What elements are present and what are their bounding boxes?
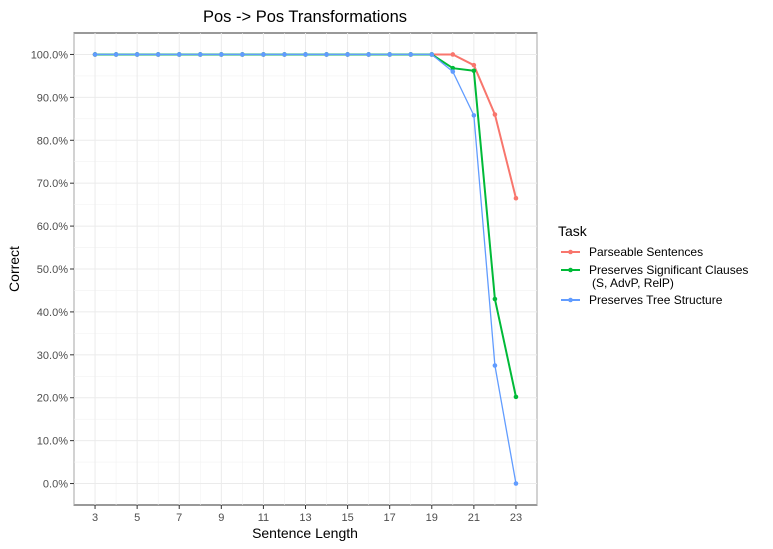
- grid-lines: [73, 33, 538, 505]
- data-point: [387, 52, 392, 57]
- data-point: [513, 195, 519, 201]
- data-point: [155, 52, 161, 57]
- data-point: [492, 112, 498, 117]
- y-tick-label: 80.0%: [37, 135, 68, 147]
- legend-key-point: [568, 267, 573, 273]
- y-tick-label: 30.0%: [37, 350, 68, 362]
- data-point: [471, 113, 477, 118]
- y-tick-label: 100.0%: [31, 49, 69, 61]
- y-axis-title: Correct: [6, 246, 22, 292]
- x-tick-label: 13: [299, 512, 311, 524]
- data-point: [113, 52, 119, 57]
- data-point: [450, 65, 456, 71]
- data-point: [176, 52, 182, 57]
- data-point: [345, 52, 350, 57]
- series-layer: [92, 52, 519, 486]
- data-point: [492, 363, 498, 368]
- legend-title: Task: [558, 223, 588, 239]
- x-tick-label: 19: [426, 512, 438, 524]
- data-point: [282, 52, 287, 57]
- y-tick-label: 70.0%: [37, 178, 68, 190]
- legend-label: Parseable Sentences: [589, 245, 703, 259]
- x-tick-label: 11: [258, 512, 269, 524]
- data-point: [219, 52, 224, 57]
- data-point: [513, 394, 519, 400]
- data-point: [303, 52, 308, 57]
- series-3: [92, 52, 519, 486]
- data-point: [492, 296, 498, 302]
- y-tick-label: 60.0%: [37, 221, 68, 233]
- y-tick-label: 10.0%: [37, 436, 68, 448]
- x-tick-label: 5: [134, 512, 140, 524]
- legend: Task Parseable Sentences Preserves Signif…: [558, 223, 748, 307]
- x-axis-title: Sentence Length: [252, 525, 358, 541]
- data-point: [261, 52, 266, 57]
- data-point: [450, 52, 456, 57]
- legend-key-point: [568, 297, 573, 303]
- y-tick-label: 50.0%: [37, 264, 68, 276]
- data-point: [92, 52, 98, 57]
- data-point: [450, 69, 456, 74]
- data-point: [366, 52, 371, 57]
- data-point: [471, 68, 477, 74]
- x-tick-label: 21: [468, 512, 480, 524]
- data-point: [197, 52, 203, 57]
- x-tick-label: 9: [218, 512, 224, 524]
- data-point: [513, 481, 519, 486]
- data-point: [324, 52, 329, 57]
- data-point: [429, 52, 435, 57]
- x-axis: 3 5 7 9 11 13 15 17 19 21 23: [92, 505, 522, 524]
- data-point: [471, 62, 477, 68]
- x-tick-label: 15: [341, 512, 353, 524]
- chart-title: Pos -> Pos Transformations: [203, 8, 407, 26]
- y-axis: 0.0% 10.0% 20.0% 30.0% 40.0% 50.0% 60.0% 70.0% 8…: [31, 49, 74, 491]
- x-tick-label: 23: [510, 512, 522, 524]
- data-point: [134, 52, 140, 57]
- legend-label: Preserves Tree Structure: [589, 293, 723, 307]
- y-tick-label: 0.0%: [43, 479, 68, 491]
- x-tick-label: 3: [92, 512, 98, 524]
- y-tick-label: 40.0%: [37, 307, 68, 319]
- legend-key-point: [568, 249, 573, 255]
- legend-label: Preserves Significant Clauses: [589, 263, 748, 277]
- data-point: [408, 52, 414, 57]
- data-point: [240, 52, 245, 57]
- x-tick-label: 17: [384, 512, 396, 524]
- y-tick-label: 20.0%: [37, 393, 68, 405]
- legend-label: (S, AdvP, RelP): [592, 276, 674, 290]
- y-tick-label: 90.0%: [37, 92, 68, 104]
- x-tick-label: 7: [176, 512, 182, 524]
